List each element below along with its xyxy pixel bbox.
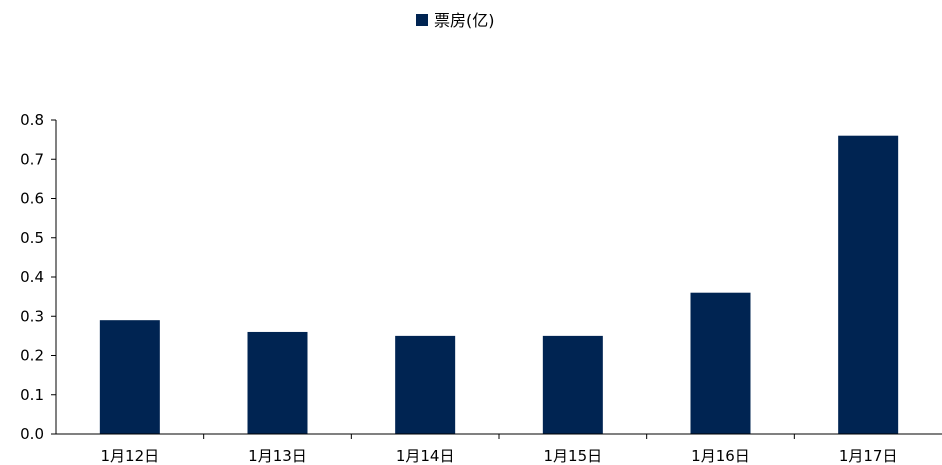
axes [55,120,942,435]
bar-5 [690,292,751,434]
y-tick-label: 0.8 [20,111,44,129]
y-tick-label: 0.4 [20,268,44,286]
bar-1 [99,320,160,434]
bar-6 [838,135,899,434]
x-tick-label: 1月16日 [691,447,750,465]
y-tick-label: 0.1 [20,386,44,404]
y-tick-label: 0.2 [20,347,44,365]
legend: 票房(亿) [416,11,495,30]
x-axis-ticks: 1月12日 1月13日 1月14日 1月15日 1月16日 1月17日 [101,434,898,465]
bars [99,135,899,435]
y-tick-label: 0.0 [20,425,44,443]
legend-label: 票房(亿) [434,11,495,30]
y-tick-label: 0.7 [20,150,44,168]
y-tick-label: 0.5 [20,229,44,247]
y-tick-label: 0.3 [20,307,44,325]
bar-2 [247,331,308,434]
y-axis-ticks: 0.0 0.1 0.2 0.3 0.4 0.5 0.6 0.7 0.8 [20,111,56,443]
x-tick-label: 1月12日 [101,447,160,465]
x-tick-label: 1月17日 [839,447,898,465]
bar-4 [542,335,603,435]
x-tick-label: 1月14日 [396,447,455,465]
bar-3 [395,335,456,435]
legend-swatch [416,14,428,26]
x-tick-label: 1月15日 [544,447,603,465]
x-tick-label: 1月13日 [248,447,307,465]
y-tick-label: 0.6 [20,190,44,208]
